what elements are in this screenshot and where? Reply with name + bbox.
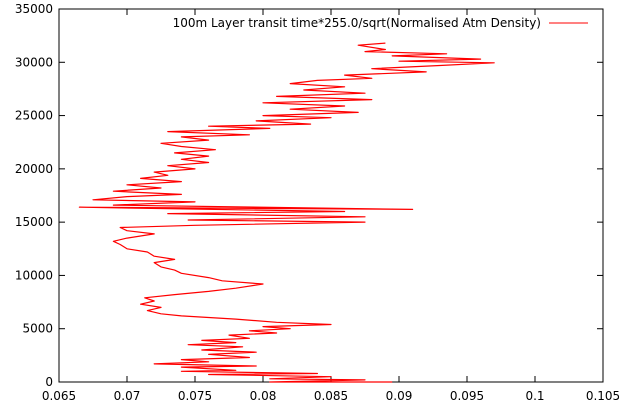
x-tick-label: 0.085 bbox=[314, 389, 348, 403]
y-tick-label: 0 bbox=[45, 375, 53, 389]
series-layer bbox=[78, 42, 495, 383]
x-tick-label: 0.08 bbox=[250, 389, 277, 403]
y-tick-label: 30000 bbox=[15, 55, 53, 69]
y-tick-label: 25000 bbox=[15, 109, 53, 123]
axis-ticks bbox=[58, 8, 604, 383]
y-tick-label: 20000 bbox=[15, 162, 53, 176]
y-tick-label: 15000 bbox=[15, 215, 53, 229]
y-tick-label: 5000 bbox=[22, 322, 53, 336]
axis-tick-labels: 0.065 0.07 0.075 0.08 0.085 0.09 0.095 0.1 0.105… bbox=[15, 2, 620, 403]
x-tick-label: 0.105 bbox=[586, 389, 620, 403]
x-tick-label: 0.1 bbox=[525, 389, 544, 403]
x-tick-label: 0.065 bbox=[42, 389, 76, 403]
y-tick-label: 35000 bbox=[15, 2, 53, 16]
y-tick-label: 10000 bbox=[15, 268, 53, 282]
x-tick-label: 0.09 bbox=[386, 389, 413, 403]
x-tick-label: 0.075 bbox=[178, 389, 212, 403]
legend-label: 100m Layer transit time*255.0/sqrt(Norma… bbox=[173, 16, 541, 30]
x-tick-label: 0.07 bbox=[114, 389, 141, 403]
legend: 100m Layer transit time*255.0/sqrt(Norma… bbox=[173, 16, 588, 30]
x-tick-label: 0.095 bbox=[450, 389, 484, 403]
series-line bbox=[78, 42, 495, 383]
